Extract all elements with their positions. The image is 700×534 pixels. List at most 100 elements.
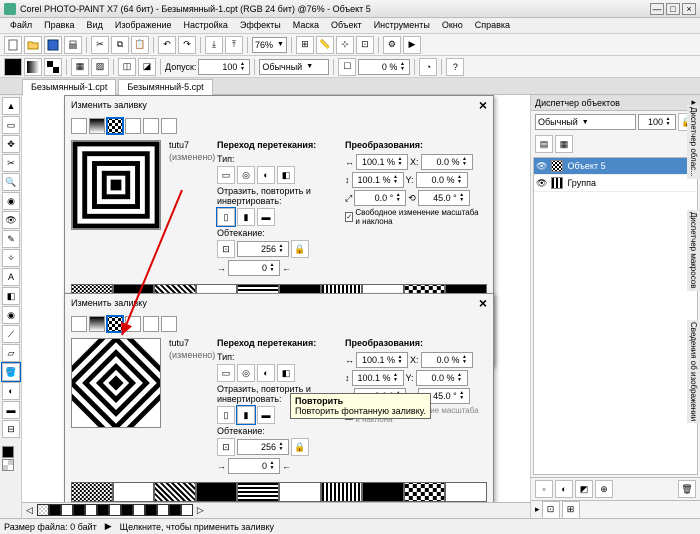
imageslice-icon[interactable]: ⊟ xyxy=(2,420,20,438)
menu-help[interactable]: Справка xyxy=(469,18,516,33)
fg-color[interactable] xyxy=(2,446,14,458)
blend-input[interactable]: ▲▼ xyxy=(228,260,280,276)
wrap-steps[interactable]: ▲▼ xyxy=(237,241,289,257)
side-tab-0[interactable]: Диспетчер облас... xyxy=(687,105,700,179)
object-list[interactable]: 👁 Объект 5 👁 Группа xyxy=(533,157,698,475)
fill-tab-postscript[interactable] xyxy=(161,118,177,134)
group-icon[interactable]: ⊞ xyxy=(562,501,580,519)
new-obj-icon[interactable]: ▫ xyxy=(535,480,553,498)
objmgr-opacity[interactable]: ▲▼ xyxy=(638,114,676,130)
redo-icon[interactable]: ↷ xyxy=(178,36,196,54)
fill-tab-texture[interactable] xyxy=(125,118,141,134)
fill-bitmap-icon[interactable]: ▨ xyxy=(91,58,109,76)
import-icon[interactable]: ⤓ xyxy=(205,36,223,54)
fill-tab-pattern[interactable] xyxy=(107,118,123,134)
mirror-v-icon[interactable]: ▬ xyxy=(257,208,275,226)
palette-prev-icon[interactable]: ◁ xyxy=(26,505,33,516)
print-icon[interactable] xyxy=(64,36,82,54)
fill-tab-pattern-2[interactable] xyxy=(107,316,123,332)
type-square-icon-2[interactable]: ◧ xyxy=(277,364,295,382)
height-input[interactable]: ▲▼ xyxy=(352,172,404,188)
cut-icon[interactable]: ✂ xyxy=(91,36,109,54)
snap-icon[interactable]: ⊡ xyxy=(356,36,374,54)
transparency-icon[interactable]: ◐ xyxy=(2,382,20,400)
y-input-2[interactable]: ▲▼ xyxy=(416,370,468,386)
pattern-presets-2[interactable] xyxy=(71,482,487,502)
menu-tools[interactable]: Инструменты xyxy=(368,18,436,33)
clone-icon[interactable]: ◉ xyxy=(2,192,20,210)
tab-1[interactable]: Безымянный-5.cpt xyxy=(118,79,212,95)
object-row-0[interactable]: 👁 Объект 5 xyxy=(534,158,697,175)
mask-transform-icon[interactable]: ✥ xyxy=(2,135,20,153)
zoom-tool-icon[interactable]: 🔍 xyxy=(2,173,20,191)
delete-obj-icon[interactable]: 🗑 xyxy=(678,480,696,498)
type-radial-icon-2[interactable]: ◎ xyxy=(237,364,255,382)
y-input[interactable]: ▲▼ xyxy=(416,172,468,188)
fill-tool-icon[interactable]: 🪣 xyxy=(2,363,20,381)
mode-combo[interactable]: Обычный▼ xyxy=(259,59,329,75)
fill-uniform-icon[interactable] xyxy=(4,58,22,76)
menu-file[interactable]: Файл xyxy=(4,18,38,33)
menu-effects[interactable]: Эффекты xyxy=(234,18,287,33)
tab-0[interactable]: Безымянный-1.cpt xyxy=(22,79,116,95)
fill-tab-bitmap-2[interactable] xyxy=(143,316,159,332)
launch-icon[interactable]: ▶ xyxy=(403,36,421,54)
height-input-2[interactable]: ▲▼ xyxy=(352,370,404,386)
width-input[interactable]: ▲▼ xyxy=(356,154,408,170)
mirror-h-icon[interactable]: ▮ xyxy=(237,208,255,226)
shadow-icon[interactable]: ▬ xyxy=(2,401,20,419)
zoom-combo[interactable]: 76%▼ xyxy=(252,37,287,53)
mirror-none-icon[interactable]: ▯ xyxy=(217,208,235,226)
wrap-lock-icon[interactable]: 🔒 xyxy=(291,240,309,258)
dlg-close-icon[interactable]: × xyxy=(479,97,487,113)
tool-b-icon[interactable]: ◪ xyxy=(138,58,156,76)
blend-input-2[interactable]: ▲▼ xyxy=(228,458,280,474)
maximize-btn[interactable]: □ xyxy=(666,3,680,15)
palette-next-icon[interactable]: ▷ xyxy=(197,505,204,516)
type-radial-icon[interactable]: ◎ xyxy=(237,166,255,184)
width-input-2[interactable]: ▲▼ xyxy=(356,352,408,368)
grid-icon[interactable]: ⊞ xyxy=(296,36,314,54)
copy-icon[interactable]: ⧉ xyxy=(111,36,129,54)
fill-tab-bitmap[interactable] xyxy=(143,118,159,134)
new-lens-icon[interactable]: ◐ xyxy=(555,480,573,498)
align-icon[interactable]: ⊡ xyxy=(542,501,560,519)
object-row-1[interactable]: 👁 Группа xyxy=(534,175,697,192)
combine-icon[interactable]: ⊕ xyxy=(595,480,613,498)
undo-icon[interactable]: ↶ xyxy=(158,36,176,54)
fill-pattern-icon[interactable] xyxy=(44,58,62,76)
tool-a-icon[interactable]: ◫ xyxy=(118,58,136,76)
wrap-steps-2[interactable]: ▲▼ xyxy=(237,439,289,455)
fill-tab-none-2[interactable] xyxy=(71,316,87,332)
fill-texture-icon[interactable]: ▦ xyxy=(71,58,89,76)
pick-tool-icon[interactable]: ▲ xyxy=(2,97,20,115)
mirror-v-icon-2[interactable]: ▬ xyxy=(257,406,275,424)
skew-input[interactable]: ▲▼ xyxy=(354,190,406,206)
eraser-icon[interactable]: ◧ xyxy=(2,287,20,305)
type-conical-icon[interactable]: ◐ xyxy=(257,166,275,184)
objmgr-mode-combo[interactable]: Обычный▼ xyxy=(535,114,636,130)
x-input[interactable]: ▲▼ xyxy=(421,154,473,170)
menu-window[interactable]: Окно xyxy=(436,18,469,33)
mirror-none-icon-2[interactable]: ▯ xyxy=(217,406,235,424)
export-icon[interactable]: ⤒ xyxy=(225,36,243,54)
ruler-icon[interactable]: 📏 xyxy=(316,36,334,54)
menu-image[interactable]: Изображение xyxy=(109,18,178,33)
opacity-input[interactable]: ▲▼ xyxy=(358,59,410,75)
fill-tab-texture-2[interactable] xyxy=(125,316,141,332)
side-tab-2[interactable]: Сведения об изображении xyxy=(687,320,700,423)
effect-icon[interactable]: ✧ xyxy=(2,249,20,267)
fill-tab-none[interactable] xyxy=(71,118,87,134)
new-mask-icon[interactable]: ◩ xyxy=(575,480,593,498)
bg-color[interactable] xyxy=(2,459,14,471)
wrap-icon-2[interactable]: ⊡ xyxy=(217,438,235,456)
save-icon[interactable] xyxy=(44,36,62,54)
fill-fountain-icon[interactable] xyxy=(24,58,42,76)
dlg-close-icon-2[interactable]: × xyxy=(479,295,487,311)
fill-tab-postscript-2[interactable] xyxy=(161,316,177,332)
menu-view[interactable]: Вид xyxy=(81,18,109,33)
side-tab-1[interactable]: Диспетчер макросов xyxy=(687,210,700,291)
type-linear-icon-2[interactable]: ▭ xyxy=(217,364,235,382)
guide-icon[interactable]: ⊹ xyxy=(336,36,354,54)
paste-icon[interactable]: 📋 xyxy=(131,36,149,54)
